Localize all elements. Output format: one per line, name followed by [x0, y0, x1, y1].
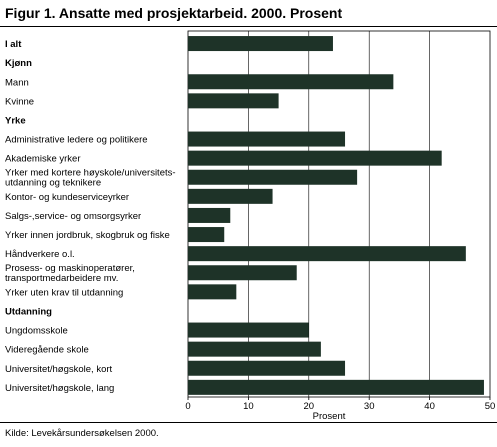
category-label: Kjønn — [5, 58, 32, 69]
category-label: Yrke — [5, 115, 26, 126]
bar — [188, 246, 466, 262]
bar — [188, 150, 442, 166]
category-label: Prosess- og maskinoperatører, transportme… — [5, 263, 135, 284]
title-rule — [0, 26, 497, 27]
category-label: Universitet/høgskole, lang — [5, 383, 114, 394]
bar — [188, 341, 321, 357]
x-tick-label: 10 — [243, 401, 254, 412]
chart-title: Figur 1. Ansatte med prosjektarbeid. 200… — [5, 5, 343, 21]
bar — [188, 93, 279, 109]
bar — [188, 379, 484, 395]
x-tick-label: 20 — [304, 401, 315, 412]
bar — [188, 169, 358, 185]
category-label: Salgs-,service- og omsorgsyrker — [5, 211, 141, 222]
bar — [188, 360, 346, 376]
bar — [188, 207, 231, 223]
category-label: Mann — [5, 77, 29, 88]
bar — [188, 74, 394, 90]
category-label: Videregående skole — [5, 345, 89, 356]
category-label: Yrker innen jordbruk, skogbruk og fiske — [5, 230, 170, 241]
category-label: Utdanning — [5, 306, 52, 317]
x-tick-label: 40 — [424, 401, 435, 412]
bar — [188, 227, 225, 243]
x-tick-label: 50 — [485, 401, 496, 412]
bar — [188, 322, 309, 338]
x-tick-label: 30 — [364, 401, 375, 412]
category-label: Ungdomsskole — [5, 326, 68, 337]
category-label: Akademiske yrker — [5, 154, 81, 165]
category-label: I alt — [5, 39, 22, 50]
bar — [188, 265, 297, 281]
x-tick-label: 0 — [185, 401, 190, 412]
category-label: Håndverkere o.l. — [5, 249, 75, 260]
category-label: Universitet/høgskole, kort — [5, 364, 113, 375]
x-axis-label: Prosent — [313, 411, 346, 422]
category-label: Administrative ledere og politikere — [5, 135, 148, 146]
category-label: Yrker med kortere høyskole/universitets-… — [5, 167, 176, 188]
bar — [188, 188, 273, 204]
category-label: Kontor- og kundeserviceyrker — [5, 192, 129, 203]
category-label: Kvinne — [5, 96, 34, 107]
bar — [188, 36, 333, 52]
bar — [188, 131, 346, 147]
source-note: Kilde: Levekårsundersøkelsen 2000. — [5, 428, 159, 439]
category-label: Yrker uten krav til utdanning — [5, 287, 123, 298]
bar — [188, 284, 237, 300]
source-rule — [0, 422, 497, 423]
chart-svg: 0 10 20 30 40 50 Prosent I alt Kjønn Mann Kvinne Yr… — [5, 30, 496, 422]
